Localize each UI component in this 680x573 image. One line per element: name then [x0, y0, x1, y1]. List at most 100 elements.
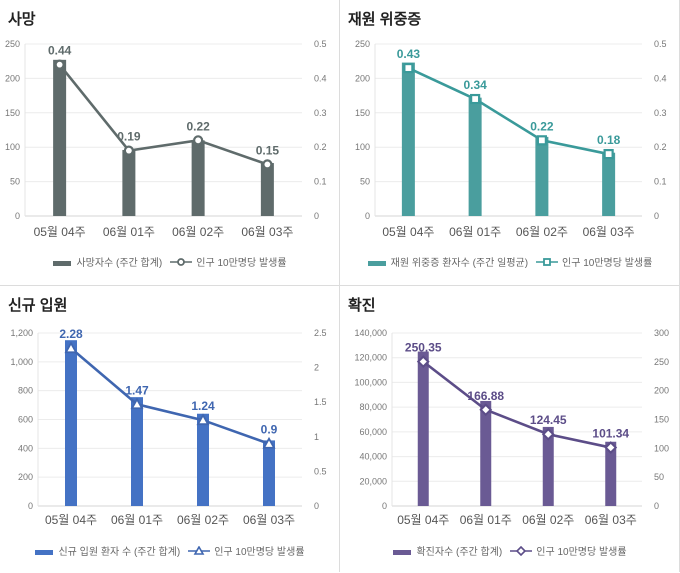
legend-line-label: 인구 10만명당 발생률 — [536, 547, 627, 558]
y-tick-left: 50 — [10, 177, 20, 187]
y-tick-right: 150 — [654, 415, 669, 425]
y-tick-right: 0.5 — [654, 39, 667, 49]
y-tick-left: 60,000 — [359, 427, 387, 437]
legend-line-marker-icon — [170, 257, 193, 270]
data-label: 0.15 — [256, 143, 280, 157]
y-tick-left: 40,000 — [359, 452, 387, 462]
legend-line-marker-icon — [188, 545, 211, 559]
x-tick-label: 05월 04주 — [34, 225, 86, 239]
legend-line-label: 인구 10만명당 발생률 — [562, 258, 653, 269]
bar — [260, 163, 274, 216]
x-tick-label: 06월 01주 — [111, 513, 163, 527]
y-tick-right: 250 — [654, 357, 669, 367]
rate-marker — [470, 93, 481, 105]
y-tick-right: 50 — [654, 472, 664, 482]
y-tick-left: 250 — [355, 39, 370, 49]
y-tick-left: 140,000 — [354, 328, 387, 338]
bar — [401, 62, 415, 216]
y-tick-right: 0.5 — [314, 39, 327, 49]
data-label: 0.44 — [48, 44, 72, 58]
x-tick-label: 06월 03주 — [585, 513, 637, 527]
rate-line — [422, 360, 612, 449]
legend-line-marker-icon — [536, 257, 559, 270]
y-tick-right: 0.1 — [654, 177, 667, 187]
rate-line — [58, 63, 268, 166]
bar — [65, 340, 77, 506]
x-tick-label: 05월 04주 — [397, 513, 449, 527]
legend-bar-label: 신규 입원 환자 수 (주간 합계) — [58, 547, 181, 558]
bar — [480, 400, 492, 506]
panel-title: 재원 위중증 — [348, 11, 422, 28]
rate-marker — [479, 403, 493, 417]
y-tick-right: 0.2 — [654, 142, 667, 152]
panel-title: 신규 입원 — [8, 297, 68, 314]
x-tick-label: 06월 02주 — [516, 225, 568, 239]
legend: 확진자수 (주간 합계) 인구 10만명당 발생률 — [340, 543, 680, 559]
data-label: 101.34 — [592, 427, 629, 441]
data-label: 0.18 — [597, 133, 621, 147]
x-tick-label: 05월 04주 — [45, 513, 97, 527]
y-tick-left: 250 — [5, 39, 20, 49]
y-tick-right: 2.5 — [314, 328, 327, 338]
bar — [197, 413, 209, 506]
panel-title: 사망 — [8, 11, 36, 28]
y-tick-right: 0.4 — [654, 73, 667, 83]
legend-line-label: 인구 10만명당 발생률 — [214, 547, 305, 558]
bar — [535, 136, 549, 216]
bar — [122, 149, 136, 216]
x-tick-label: 06월 02주 — [172, 225, 224, 239]
legend-line-marker-icon — [510, 545, 533, 559]
bar — [602, 152, 616, 216]
rate-marker — [604, 441, 618, 454]
rate-marker — [64, 341, 78, 354]
y-tick-left: 1,000 — [10, 357, 33, 367]
bar — [191, 140, 205, 216]
bar — [131, 397, 143, 506]
y-tick-left: 20,000 — [359, 476, 387, 486]
y-tick-left: 150 — [355, 108, 370, 118]
y-tick-left: 200 — [5, 73, 20, 83]
rate-marker — [416, 355, 430, 369]
chart-critical: 0 50 100 150 200 250 0 0.1 0.2 0.3 0.4 0.5 05월 04주 06… — [355, 39, 667, 239]
y-tick-right: 200 — [654, 386, 669, 396]
rate-marker — [130, 397, 144, 410]
y-tick-left: 1,200 — [10, 328, 33, 338]
y-tick-left: 0 — [382, 501, 387, 511]
y-tick-right: 0 — [654, 211, 659, 221]
data-label: 124.45 — [530, 413, 567, 427]
panel-title: 확진 — [348, 297, 376, 314]
legend-bar-swatch — [53, 260, 72, 266]
rate-marker — [403, 62, 414, 74]
y-tick-right: 0 — [314, 211, 319, 221]
x-tick-label: 06월 02주 — [177, 513, 229, 527]
y-tick-left: 200 — [355, 73, 370, 83]
y-tick-left: 100 — [355, 142, 370, 152]
legend: 재원 위중증 환자수 (주간 일평균) 인구 10만명당 발생률 — [340, 254, 680, 270]
data-label: 1.24 — [191, 399, 215, 413]
rate-line — [407, 66, 609, 156]
panel-critical: 재원 위중증 0 50 100 150 200 250 0 0.1 0.2 0.3 0.4 0.5 05… — [340, 0, 680, 286]
y-tick-right: 1 — [314, 432, 319, 442]
rate-marker — [262, 159, 273, 170]
bar — [53, 59, 67, 216]
data-label: 166.88 — [467, 389, 504, 403]
panel-deaths: 사망 0 50 100 150 200 250 0 0.1 0.2 0.3 0.4 0.5 05월 04… — [0, 0, 340, 286]
legend: 사망자수 (주간 합계) 인구 10만명당 발생률 — [0, 254, 340, 270]
chart-admissions: 0 200 400 600 800 1,000 1,200 0 0.5 1 1.5 2 2.5 05월 0… — [10, 327, 327, 527]
y-tick-left: 0 — [365, 211, 370, 221]
x-tick-label: 06월 03주 — [243, 513, 295, 527]
rate-marker — [536, 135, 547, 146]
legend-bar-swatch — [367, 260, 386, 266]
panel-confirmed: 확진 0 20,000 40,000 60,000 80,000 100,000 120,0… — [340, 286, 680, 572]
rate-marker — [196, 413, 210, 426]
x-tick-label: 05월 04주 — [382, 225, 434, 239]
y-tick-left: 150 — [5, 108, 20, 118]
legend-line-label: 인구 10만명당 발생률 — [196, 258, 287, 269]
y-tick-left: 400 — [18, 443, 33, 453]
y-tick-left: 120,000 — [354, 353, 387, 363]
y-tick-right: 2 — [314, 363, 319, 373]
y-tick-left: 200 — [18, 472, 33, 482]
y-tick-right: 0.2 — [314, 142, 327, 152]
legend-bar-swatch — [393, 549, 412, 555]
y-tick-left: 0 — [15, 211, 20, 221]
